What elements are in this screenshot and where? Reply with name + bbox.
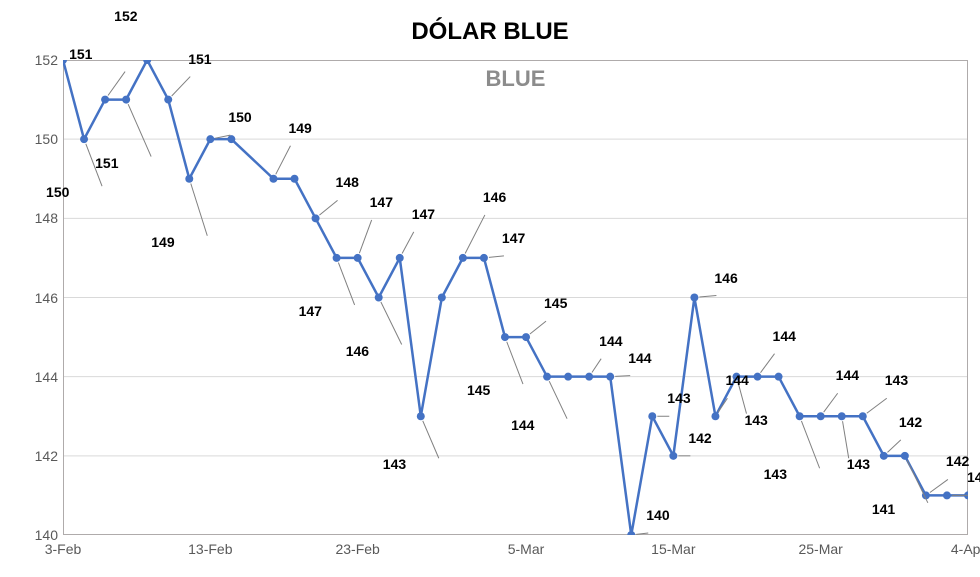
y-axis-tick: 152 <box>18 52 58 68</box>
data-label: 150 <box>46 184 69 200</box>
y-axis-tick: 150 <box>18 131 58 147</box>
data-label: 142 <box>688 430 711 446</box>
data-label: 141 <box>872 501 895 517</box>
data-label: 142 <box>946 453 969 469</box>
data-label: 141 <box>967 469 980 485</box>
data-label: 143 <box>383 456 406 472</box>
data-label: 147 <box>502 230 525 246</box>
x-axis-tick: 25-Mar <box>786 541 856 557</box>
data-label: 144 <box>773 328 796 344</box>
data-label: 151 <box>69 46 92 62</box>
y-axis-tick: 146 <box>18 290 58 306</box>
y-axis-tick: 142 <box>18 448 58 464</box>
data-label: 144 <box>599 333 622 349</box>
x-axis-tick: 5-Mar <box>491 541 561 557</box>
data-label: 140 <box>646 507 669 523</box>
x-axis-tick: 3-Feb <box>28 541 98 557</box>
data-label: 149 <box>288 120 311 136</box>
x-axis-tick: 23-Feb <box>323 541 393 557</box>
data-label: 147 <box>299 303 322 319</box>
data-label: 146 <box>346 343 369 359</box>
page: { "title": "DÓLAR BLUE", "title_fontsize… <box>0 0 980 577</box>
data-label: 148 <box>336 174 359 190</box>
data-label: 144 <box>725 372 748 388</box>
data-label: 143 <box>847 456 870 472</box>
data-label: 152 <box>114 8 137 24</box>
data-label: 143 <box>667 390 690 406</box>
x-axis-tick: 13-Feb <box>175 541 245 557</box>
data-label: 147 <box>412 206 435 222</box>
data-label: 149 <box>151 234 174 250</box>
data-label: 145 <box>467 382 490 398</box>
data-label: 142 <box>899 414 922 430</box>
data-label: 143 <box>744 412 767 428</box>
data-label: 147 <box>370 194 393 210</box>
x-axis-tick: 4-Apr <box>933 541 980 557</box>
data-label: 143 <box>885 372 908 388</box>
y-axis-tick: 148 <box>18 210 58 226</box>
data-label: 145 <box>544 295 567 311</box>
data-label: 146 <box>483 189 506 205</box>
data-label: 150 <box>228 109 251 125</box>
data-label: 151 <box>188 51 211 67</box>
labels-layer: 140 142 144 146 148 150 152 3-Feb 13-Feb 23-Feb 5-… <box>0 0 980 577</box>
data-label: 151 <box>95 155 118 171</box>
data-label: 146 <box>714 270 737 286</box>
x-axis-tick: 15-Mar <box>638 541 708 557</box>
y-axis-tick: 144 <box>18 369 58 385</box>
data-label: 144 <box>628 350 651 366</box>
data-label: 143 <box>764 466 787 482</box>
data-label: 144 <box>511 417 534 433</box>
data-label: 144 <box>836 367 859 383</box>
